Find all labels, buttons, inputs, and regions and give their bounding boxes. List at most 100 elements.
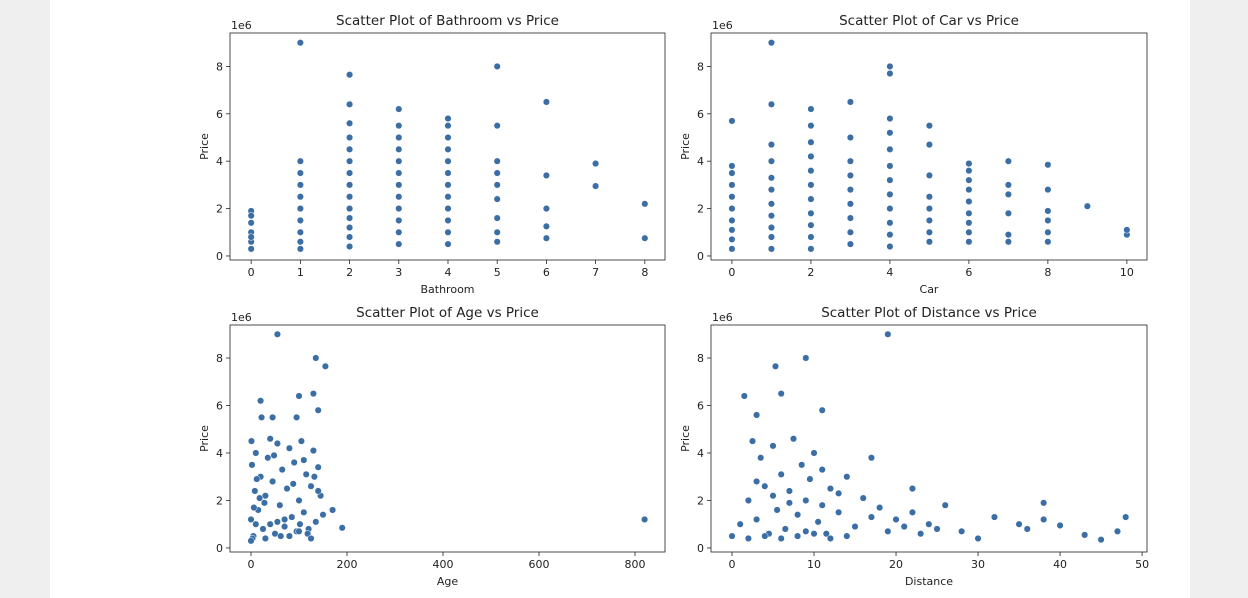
point	[767, 157, 775, 165]
point	[728, 117, 736, 125]
point	[728, 169, 736, 177]
point	[818, 501, 826, 509]
point	[974, 534, 982, 543]
y-tick-label: 4	[216, 155, 223, 168]
point	[886, 231, 894, 239]
point	[493, 62, 501, 70]
point	[728, 193, 736, 201]
y-tick-label: 0	[216, 250, 223, 263]
chart-title: Scatter Plot of Car vs Price	[839, 13, 1019, 29]
point	[295, 527, 303, 535]
point	[1044, 161, 1052, 169]
point	[748, 437, 757, 445]
point	[592, 160, 600, 168]
y-tick-label: 8	[697, 352, 704, 365]
point	[807, 105, 815, 113]
point	[1040, 499, 1048, 507]
point	[1004, 209, 1012, 217]
point	[1083, 202, 1091, 210]
point	[258, 413, 266, 421]
point	[321, 362, 329, 370]
point	[444, 114, 452, 123]
point	[307, 482, 315, 490]
point	[1113, 527, 1122, 535]
point	[338, 524, 346, 532]
point	[444, 240, 452, 248]
point	[542, 222, 550, 230]
point	[257, 397, 265, 405]
point	[300, 456, 308, 464]
point	[835, 489, 843, 497]
point	[542, 98, 550, 106]
point	[444, 169, 452, 177]
point	[346, 242, 354, 251]
y-tick-label: 8	[216, 352, 223, 365]
x-tick-label: 0	[248, 266, 255, 279]
point	[1097, 536, 1105, 544]
y-tick-label: 4	[697, 447, 704, 460]
point	[256, 494, 264, 502]
axis-offset: 1e6	[231, 19, 252, 32]
point	[314, 406, 322, 414]
point	[771, 362, 780, 370]
point	[886, 219, 894, 227]
y-tick-label: 6	[216, 399, 223, 412]
point	[346, 100, 354, 108]
point	[933, 525, 941, 533]
point	[925, 238, 933, 246]
x-tick-label: 600	[529, 558, 550, 571]
x-axis-label: Bathroom	[420, 283, 474, 296]
x-tick-label: 4	[886, 266, 893, 279]
x-tick-label: 40	[1053, 558, 1067, 571]
point	[925, 205, 933, 213]
point	[757, 454, 765, 462]
point	[859, 494, 867, 502]
point	[296, 520, 304, 528]
point	[346, 193, 354, 201]
point	[965, 219, 973, 227]
point	[835, 508, 843, 516]
point	[761, 482, 769, 490]
point	[346, 169, 354, 177]
point	[781, 525, 789, 533]
point	[965, 238, 973, 246]
point	[876, 504, 884, 512]
x-tick-label: 10	[1120, 266, 1134, 279]
x-tick-label: 4	[444, 266, 451, 279]
point	[295, 392, 303, 400]
point	[777, 470, 785, 478]
point	[753, 477, 761, 486]
chart-title: Scatter Plot of Age vs Price	[356, 305, 539, 321]
point	[1004, 238, 1012, 246]
point	[395, 145, 403, 153]
point	[296, 193, 304, 201]
axis-offset: 1e6	[712, 311, 733, 324]
chart-title: Scatter Plot of Distance vs Price	[821, 305, 1037, 321]
point	[965, 160, 973, 168]
point	[810, 449, 818, 457]
point	[767, 141, 775, 149]
point	[925, 228, 933, 236]
point	[542, 205, 550, 213]
point	[767, 39, 775, 47]
point	[247, 212, 255, 220]
point	[252, 520, 260, 528]
point	[247, 233, 255, 241]
point	[395, 193, 403, 201]
point	[273, 439, 281, 448]
point	[252, 449, 260, 457]
point	[886, 205, 894, 213]
point	[846, 171, 854, 179]
point	[908, 508, 916, 516]
point	[965, 167, 973, 175]
y-tick-label: 8	[216, 60, 223, 73]
point	[319, 511, 327, 519]
x-tick-label: 8	[641, 266, 648, 279]
point	[309, 390, 317, 398]
point	[395, 157, 403, 165]
point	[822, 530, 830, 538]
point	[273, 518, 281, 526]
point	[444, 181, 452, 189]
point	[312, 518, 320, 526]
point	[281, 523, 289, 531]
